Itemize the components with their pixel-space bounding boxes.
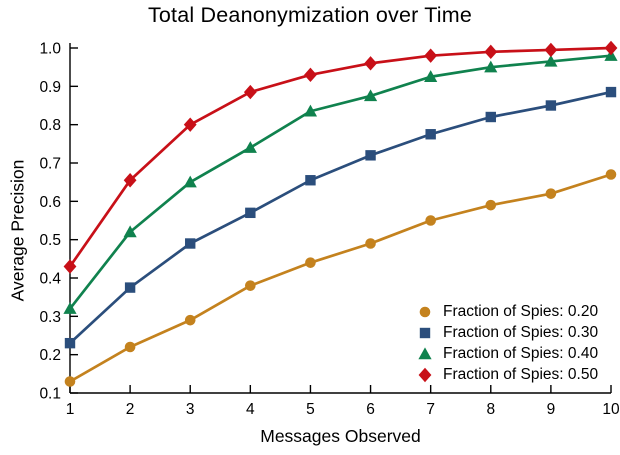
- data-point-marker: [605, 169, 617, 180]
- legend-item: Fraction of Spies: 0.30: [414, 322, 598, 343]
- legend-marker-icon: [418, 346, 432, 359]
- series-line: [68, 90, 613, 345]
- x-tick-label: 10: [602, 401, 620, 418]
- data-point-marker: [485, 111, 496, 123]
- data-point-marker: [123, 173, 137, 188]
- y-tick-label: 0.7: [39, 156, 61, 173]
- y-tick-label: 1.0: [39, 41, 61, 58]
- legend-label: Fraction of Spies: 0.40: [443, 344, 599, 362]
- data-point-marker: [605, 86, 617, 98]
- legend-marker-circle-icon: [419, 306, 431, 317]
- legend-marker-square-icon: [419, 327, 431, 338]
- y-tick-label: 0.8: [39, 117, 61, 134]
- data-point-marker: [424, 70, 438, 82]
- series-line: [68, 173, 613, 383]
- y-tick-label: 0.5: [39, 232, 61, 249]
- y-tick-label: 0.4: [39, 271, 61, 288]
- x-tick-label: 4: [246, 401, 255, 418]
- chart-title: Total Deanonymization over Time: [147, 3, 473, 27]
- series-line: [68, 46, 613, 268]
- data-point-marker: [364, 56, 377, 71]
- data-point-marker: [485, 199, 497, 211]
- data-point-marker: [183, 175, 197, 188]
- data-point-marker: [604, 40, 618, 56]
- y-tick-label: 0.6: [39, 194, 61, 211]
- x-tick-label: 8: [486, 401, 495, 418]
- data-point-marker: [63, 302, 77, 314]
- data-point-marker: [425, 129, 436, 140]
- series-line: [68, 54, 613, 311]
- y-tick-label: 0.1: [39, 386, 61, 403]
- data-point-marker: [305, 175, 316, 186]
- legend-marker-diamond-icon: [418, 367, 432, 382]
- data-point-marker: [184, 314, 196, 326]
- y-tick-label: 0.9: [39, 79, 61, 96]
- data-point-marker: [245, 280, 256, 291]
- legend-marker-icon: [419, 306, 431, 317]
- data-point-marker: [365, 150, 376, 161]
- legend-marker-icon: [418, 367, 432, 382]
- chart-legend: Fraction of Spies: 0.20 Fraction of Spies…: [414, 301, 598, 385]
- data-point-marker: [245, 207, 256, 219]
- legend-item: Fraction of Spies: 0.50: [414, 364, 598, 385]
- legend-label: Fraction of Spies: 0.20: [443, 302, 599, 320]
- legend-label: Fraction of Spies: 0.30: [443, 323, 599, 341]
- data-point-marker: [124, 282, 136, 293]
- data-point-marker: [545, 100, 557, 111]
- legend-item: Fraction of Spies: 0.40: [414, 343, 598, 364]
- data-point-marker: [425, 215, 436, 226]
- x-tick-label: 6: [366, 401, 375, 418]
- data-point-marker: [304, 67, 317, 83]
- data-point-marker: [124, 341, 136, 353]
- legend-label: Fraction of Spies: 0.50: [443, 365, 599, 383]
- data-point-marker: [63, 259, 77, 274]
- y-tick-label: 0.2: [39, 347, 61, 364]
- x-tick-label: 7: [426, 401, 435, 418]
- data-point-marker: [424, 48, 438, 63]
- x-tick-label: 9: [547, 401, 556, 418]
- data-point-marker: [64, 337, 76, 349]
- data-point-marker: [243, 141, 257, 153]
- legend-item: Fraction of Spies: 0.20: [414, 301, 598, 322]
- data-point-marker: [545, 188, 557, 199]
- data-point-marker: [544, 42, 558, 58]
- data-point-marker: [305, 257, 316, 268]
- data-point-marker: [243, 84, 257, 100]
- y-tick-label: 0.3: [39, 309, 61, 326]
- data-point-marker: [544, 54, 558, 67]
- x-tick-label: 1: [66, 401, 75, 418]
- x-tick-label: 5: [306, 401, 315, 418]
- legend-marker-triangle-icon: [418, 346, 432, 359]
- data-point-marker: [185, 238, 196, 249]
- x-axis-title: Messages Observed: [260, 426, 421, 446]
- data-point-marker: [363, 89, 378, 102]
- legend-marker-icon: [419, 327, 431, 338]
- data-point-marker: [484, 44, 498, 60]
- x-tick-label: 3: [186, 401, 195, 418]
- data-point-marker: [64, 376, 76, 387]
- data-point-marker: [484, 60, 498, 73]
- data-point-marker: [183, 117, 197, 132]
- data-point-marker: [123, 225, 137, 238]
- x-tick-label: 2: [126, 401, 135, 418]
- data-point-marker: [365, 238, 376, 249]
- data-point-marker: [303, 104, 318, 117]
